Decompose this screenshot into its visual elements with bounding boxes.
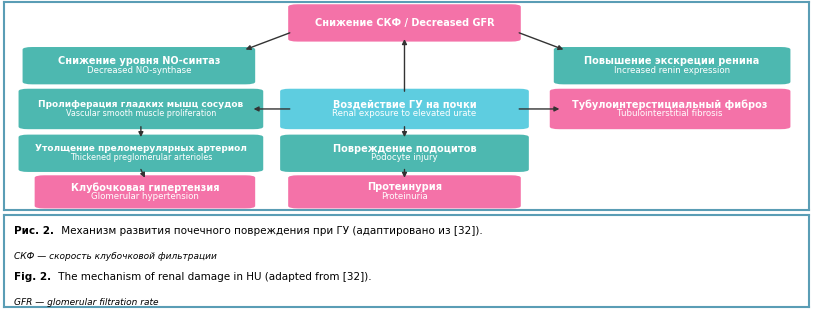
Text: Tubulointerstitial fibrosis: Tubulointerstitial fibrosis xyxy=(617,109,723,118)
FancyBboxPatch shape xyxy=(554,47,790,84)
Text: Proteinuria: Proteinuria xyxy=(381,192,428,201)
FancyBboxPatch shape xyxy=(550,89,790,129)
Text: Утолщение преломерулярных артериол: Утолщение преломерулярных артериол xyxy=(35,144,247,153)
Text: Клубочковая гипертензия: Клубочковая гипертензия xyxy=(71,182,220,193)
FancyBboxPatch shape xyxy=(288,175,521,209)
Text: СКФ — скорость клубочковой фильтрации: СКФ — скорость клубочковой фильтрации xyxy=(14,252,216,261)
Text: Thickened preglomerular arterioles: Thickened preglomerular arterioles xyxy=(70,153,212,162)
FancyBboxPatch shape xyxy=(280,135,528,172)
Text: Рис. 2.: Рис. 2. xyxy=(14,226,54,236)
Text: Glomerular hypertension: Glomerular hypertension xyxy=(91,192,199,201)
FancyBboxPatch shape xyxy=(19,135,263,172)
Text: Increased renin expression: Increased renin expression xyxy=(614,66,730,75)
Text: Decreased NO-synthase: Decreased NO-synthase xyxy=(87,66,191,75)
Text: Vascular smooth muscle proliferation: Vascular smooth muscle proliferation xyxy=(66,109,216,118)
Text: Снижение уровня NO-синтаз: Снижение уровня NO-синтаз xyxy=(58,56,220,66)
FancyBboxPatch shape xyxy=(35,175,255,209)
Text: Механизм развития почечного повреждения при ГУ (адаптировано из [32]).: Механизм развития почечного повреждения … xyxy=(58,226,482,236)
Text: Повышение экскреции ренина: Повышение экскреции ренина xyxy=(585,56,759,66)
Text: Протеинурия: Протеинурия xyxy=(367,182,442,192)
Text: Повреждение подоцитов: Повреждение подоцитов xyxy=(333,144,476,154)
Text: Снижение СКФ / Decreased GFR: Снижение СКФ / Decreased GFR xyxy=(315,18,494,28)
FancyBboxPatch shape xyxy=(280,89,528,129)
Text: Renal exposure to elevated urate: Renal exposure to elevated urate xyxy=(333,109,476,118)
FancyBboxPatch shape xyxy=(23,47,255,84)
Text: Воздействие ГУ на почки: Воздействие ГУ на почки xyxy=(333,99,476,109)
Text: Пролиферация гладких мышц сосудов: Пролиферация гладких мышц сосудов xyxy=(38,100,244,109)
Text: Fig. 2.: Fig. 2. xyxy=(14,272,51,282)
Text: Тубулоинтерстициальный фиброз: Тубулоинтерстициальный фиброз xyxy=(572,99,767,110)
FancyBboxPatch shape xyxy=(19,89,263,129)
FancyBboxPatch shape xyxy=(288,4,521,42)
Text: The mechanism of renal damage in HU (adapted from [32]).: The mechanism of renal damage in HU (ada… xyxy=(54,272,372,282)
Text: GFR — glomerular filtration rate: GFR — glomerular filtration rate xyxy=(14,298,159,307)
Text: Podocyte injury: Podocyte injury xyxy=(372,153,437,162)
